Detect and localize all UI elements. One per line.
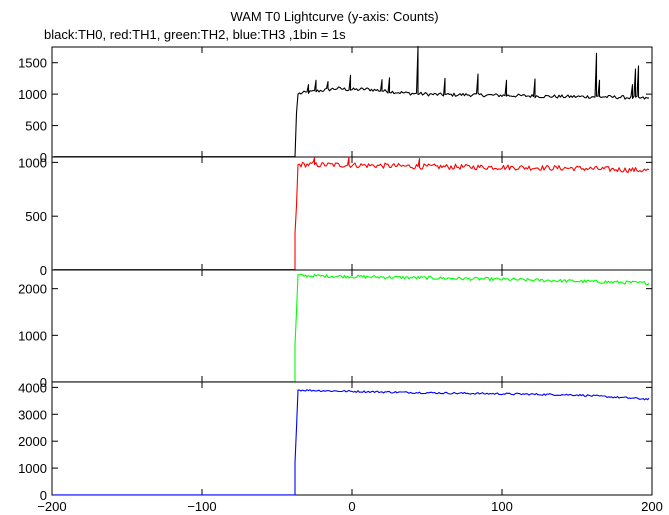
- series-line-2: [53, 273, 650, 383]
- y-tick-label: 500: [25, 209, 47, 224]
- y-tick-label: 1000: [18, 328, 47, 343]
- x-tick-label: −200: [37, 499, 66, 514]
- y-tick-label: 2000: [18, 282, 47, 297]
- panel-frame: [51, 46, 653, 158]
- y-tick-label: 0: [40, 488, 47, 503]
- y-tick-label: 2000: [18, 434, 47, 449]
- y-tick-label: 1000: [18, 155, 47, 170]
- y-tick-label: 1000: [18, 87, 47, 102]
- panel-frame: [51, 381, 653, 496]
- y-tick-label: 1500: [18, 56, 47, 71]
- series-line-1: [53, 156, 650, 271]
- y-tick-label: 0: [40, 150, 47, 165]
- y-tick-label: 500: [25, 119, 47, 134]
- series-line-3: [53, 389, 650, 496]
- y-tick-label: 0: [40, 263, 47, 278]
- panel-frame: [51, 269, 653, 383]
- panel-0: 0 500 1000 1500: [18, 45, 653, 165]
- panel-2: 0 1000 2000: [18, 269, 653, 390]
- panel-frame: [51, 156, 653, 271]
- x-tick-label: −100: [187, 499, 216, 514]
- chart-subtitle: black:TH0, red:TH1, green:TH2, blue:TH3 …: [44, 27, 346, 42]
- y-tick-label: 4000: [18, 380, 47, 395]
- x-tick-label: 200: [641, 499, 663, 514]
- panel-1: 0 500 1000: [18, 155, 653, 278]
- y-tick-label: 1000: [18, 461, 47, 476]
- y-tick-label: 0: [40, 375, 47, 390]
- x-tick-label: 100: [491, 499, 513, 514]
- y-tick-label: 3000: [18, 407, 47, 422]
- panel-3: 0 1000 2000 3000 4000: [18, 380, 653, 503]
- x-tick-label: 0: [348, 499, 355, 514]
- chart-title: WAM T0 Lightcurve (y-axis: Counts): [230, 9, 439, 24]
- series-line-0: [53, 45, 649, 158]
